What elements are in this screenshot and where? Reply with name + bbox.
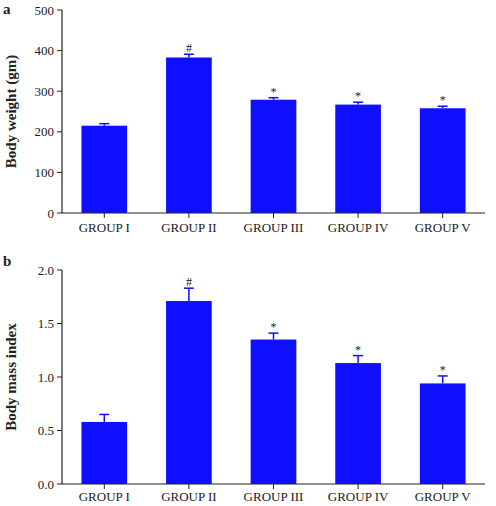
y-tick [57, 131, 62, 132]
y-tick [57, 91, 62, 92]
figure: a 0 100 200 300 400 500 # * * * GROUP I GROUP II GROU… [0, 0, 496, 506]
bar [166, 301, 212, 484]
y-tick-label: 0.0 [38, 477, 54, 492]
x-tick [188, 213, 189, 218]
x-tick-label: GROUP I [79, 220, 130, 235]
y-tick [57, 270, 62, 271]
x-tick-label: GROUP V [415, 220, 472, 235]
x-tick-label: GROUP V [415, 489, 472, 504]
y-tick-label: 1.0 [38, 370, 54, 385]
y-tick [57, 172, 62, 173]
error-bar [99, 124, 109, 126]
significance-marker: * [271, 85, 277, 99]
y-tick [57, 213, 62, 214]
error-cap [99, 414, 109, 416]
bar [251, 100, 297, 213]
bar [420, 383, 466, 484]
y-tick [57, 484, 62, 485]
x-tick-label: GROUP III [244, 489, 304, 504]
bar [81, 422, 127, 484]
y-tick-label: 1.5 [38, 316, 54, 331]
error-stem [104, 414, 106, 421]
y-axis-title: Body mass index [3, 323, 19, 431]
y-tick [57, 430, 62, 431]
bars [81, 54, 465, 213]
x-tick [442, 213, 443, 218]
bar [420, 108, 466, 213]
y-tick [57, 10, 62, 11]
x-tick-label: GROUP II [161, 489, 217, 504]
panel-1: b 0.0 0.5 1.0 1.5 2.0 # * * * GROUP I GROUP II GROUP… [3, 253, 485, 504]
significance-marker: # [186, 275, 192, 289]
y-tick-label: 200 [35, 124, 55, 139]
x-tick-label: GROUP I [79, 489, 130, 504]
x-tick [358, 213, 359, 218]
significance-marker: * [440, 93, 446, 107]
x-tick-label: GROUP IV [328, 489, 389, 504]
error-bar [353, 356, 363, 363]
y-tick-label: 0 [48, 206, 55, 221]
x-tick-label: GROUP IV [328, 220, 389, 235]
y-axis [61, 10, 62, 213]
error-stem [357, 356, 359, 363]
panel-label: b [3, 253, 11, 269]
error-stem [188, 288, 190, 301]
error-bar [438, 376, 448, 383]
y-tick [57, 377, 62, 378]
error-cap [99, 123, 109, 125]
y-axis [61, 270, 62, 484]
bar [81, 126, 127, 213]
x-tick [104, 213, 105, 218]
panel-label: a [3, 1, 11, 17]
bar [335, 363, 381, 484]
y-tick-label: 0.5 [38, 423, 54, 438]
y-tick [57, 50, 62, 51]
significance-marker: * [355, 89, 361, 103]
y-tick-label: 500 [35, 3, 55, 18]
significance-marker: # [186, 41, 192, 55]
x-tick-label: GROUP II [161, 220, 217, 235]
x-tick [273, 213, 274, 218]
panel-0: a 0 100 200 300 400 500 # * * * GROUP I GROUP II GROU… [3, 1, 485, 235]
error-stem [442, 376, 444, 383]
y-tick-label: 300 [35, 84, 55, 99]
bars [81, 288, 465, 484]
bar [251, 340, 297, 484]
significance-marker: * [271, 320, 277, 334]
y-tick-label: 2.0 [38, 263, 54, 278]
error-bar [184, 288, 194, 301]
y-tick-label: 100 [35, 165, 55, 180]
y-axis-title: Body weight (gm) [3, 55, 20, 168]
x-tick-label: GROUP III [244, 220, 304, 235]
significance-marker: * [440, 363, 446, 377]
bar [335, 105, 381, 213]
y-tick [57, 323, 62, 324]
bar [166, 58, 212, 213]
error-bar [99, 414, 109, 421]
y-tick-label: 400 [35, 43, 55, 58]
significance-marker: * [355, 343, 361, 357]
